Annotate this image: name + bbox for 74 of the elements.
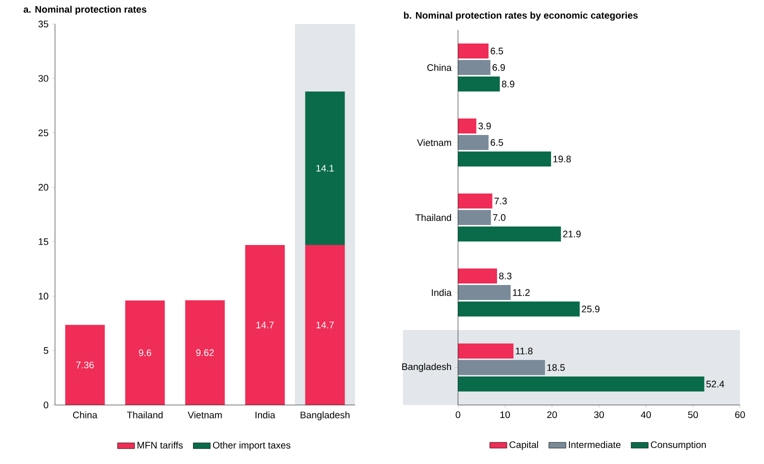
bar [458,268,498,284]
data-label: 6.5 [490,139,504,146]
bar [458,44,489,59]
bar [458,135,489,150]
data-label: 6.9 [492,64,505,71]
data-label: 18.5 [547,364,565,371]
x-tick-label: Thailand [127,411,163,418]
y-tick-label: India [432,289,452,296]
chart-title: a. Nominal protection rates [24,6,146,15]
data-label: 19.8 [553,156,571,162]
x-tick-label: Vietnam [188,411,222,418]
y-tick-label: 20 [38,184,48,191]
x-tick-label: China [73,411,98,418]
x-tick-label: Bangladesh [300,411,350,420]
x-tick-label: 20 [547,411,557,418]
data-label: 7.36 [76,362,94,368]
y-tick-label: China [427,64,452,71]
data-label: 7.3 [494,198,507,204]
bar [458,302,580,317]
data-label: 8.3 [499,272,512,280]
y-tick-label: 35 [38,20,48,28]
bar [458,226,561,242]
y-tick-label: 30 [38,75,48,82]
y-tick-label: Vietnam [417,139,452,146]
y-tick-label: 25 [38,129,48,136]
bar [458,76,500,92]
y-tick-label: Thailand [415,214,452,221]
y-tick-label: Bangladesh [402,363,452,372]
data-label: 9.62 [196,349,214,356]
x-tick-label: 50 [688,411,698,418]
x-tick-label: India [256,411,276,418]
bar [458,194,492,209]
bar [458,344,514,359]
data-label: 25.9 [582,306,600,312]
bar [458,60,490,75]
data-label: 8.9 [502,80,514,88]
y-tick-label: 15 [38,238,48,246]
y-tick-label: 0 [44,402,48,408]
bar [458,210,491,226]
bar [185,300,225,405]
bar [125,300,165,405]
bar [245,244,285,405]
legend-label: Consumption [650,441,706,450]
data-label: 14.7 [256,322,274,328]
data-label: 11.2 [513,289,530,296]
data-label: 7.0 [493,214,506,221]
bar [458,360,545,376]
legend-label: Other import taxes [212,442,290,450]
bar [458,285,511,300]
y-tick-label: 5 [44,347,48,354]
legend-label: Capital [510,441,538,450]
x-tick-label: 60 [735,411,745,418]
data-label: 3.9 [478,122,491,130]
x-tick-label: 0 [456,411,460,418]
legend-label: MFN tariffs [138,442,183,449]
data-label: 14.7 [316,322,334,328]
y-tick-label: 10 [38,292,48,300]
data-label: 6.5 [490,48,504,54]
data-label: 52.4 [706,380,724,388]
bar [458,376,704,392]
x-tick-label: 40 [640,411,651,418]
legend-label: Intermediate [569,441,621,448]
bar [305,91,345,245]
x-tick-label: 10 [500,411,510,418]
bar [65,324,105,405]
data-label: 21.9 [563,230,581,238]
bar [458,118,476,134]
data-label: 9.6 [138,349,152,356]
bar [305,244,345,405]
bar [458,152,552,167]
data-label: 11.8 [516,348,533,354]
data-label: 14.1 [316,164,334,172]
x-tick-label: 30 [594,411,604,418]
chart-title: b. Nominal protection rates by economic categories [404,12,638,21]
